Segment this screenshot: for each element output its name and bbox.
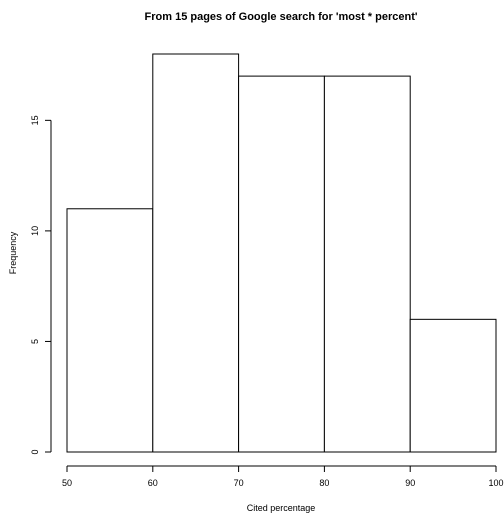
- bar-60-70: [152, 53, 240, 453]
- bar-80-90: [323, 75, 411, 453]
- x-tick-label-50: 50: [62, 478, 72, 488]
- y-axis-label: Frequency: [8, 231, 18, 274]
- y-axis: 0 5 10 15: [30, 115, 52, 455]
- bar-90-100: [409, 318, 497, 453]
- x-tick-label-90: 90: [405, 478, 415, 488]
- bar-70-80: [238, 75, 325, 453]
- y-tick-label-10: 10: [30, 226, 40, 236]
- y-tick-label-15: 15: [30, 115, 40, 125]
- chart-title: From 15 pages of Google search for 'most…: [145, 11, 418, 23]
- bars-group: [66, 53, 497, 453]
- x-tick-label-100: 100: [488, 478, 503, 488]
- y-tick-label-0: 0: [30, 449, 40, 454]
- x-tick-label-70: 70: [234, 478, 244, 488]
- x-axis: 50 60 70 80 90 100: [62, 465, 504, 488]
- bar-50-60: [66, 208, 154, 453]
- x-tick-label-60: 60: [148, 478, 158, 488]
- x-axis-label: Cited percentage: [247, 503, 316, 513]
- x-tick-label-80: 80: [319, 478, 329, 488]
- y-tick-label-5: 5: [30, 339, 40, 344]
